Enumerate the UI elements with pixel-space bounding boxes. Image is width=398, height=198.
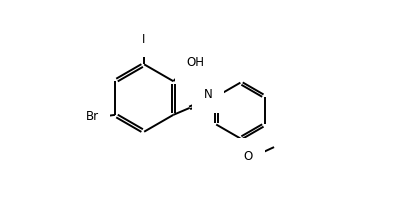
Text: N: N [203, 88, 212, 101]
Text: O: O [244, 150, 253, 163]
Text: I: I [142, 33, 145, 46]
Text: Br: Br [86, 110, 99, 123]
Text: OH: OH [187, 56, 205, 69]
